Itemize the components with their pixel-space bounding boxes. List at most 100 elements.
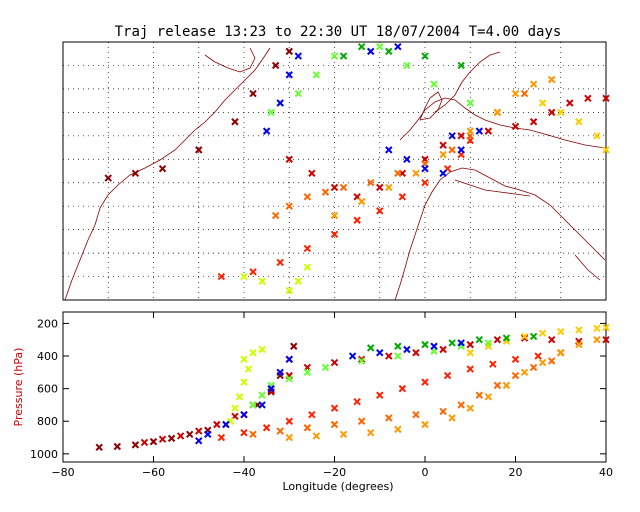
profile-point (538, 358, 547, 367)
profile-point (285, 355, 293, 363)
map-point (271, 211, 280, 220)
profile-point (466, 349, 474, 357)
profile-point (538, 329, 547, 337)
map-point (294, 89, 303, 98)
profile-point (285, 375, 293, 383)
map-point (557, 108, 565, 117)
coastline-scandinavia (434, 51, 501, 113)
map-point (303, 263, 312, 271)
map-point (602, 146, 610, 154)
map-point (357, 197, 366, 206)
map-point (547, 108, 556, 117)
y-tick-label: 200 (37, 317, 58, 330)
profile-point (466, 404, 474, 412)
profile-point (240, 355, 248, 363)
profile-point (412, 411, 420, 419)
x-tick-label: 40 (599, 466, 613, 479)
coastline-british-isles (419, 91, 443, 121)
profile-point (466, 340, 474, 349)
profile-point (240, 411, 248, 419)
map-point (312, 71, 321, 79)
map-point (285, 155, 293, 163)
map-point (466, 99, 474, 107)
map-point (520, 89, 529, 98)
map-point (421, 179, 429, 187)
map-point (357, 42, 366, 51)
profile-point (448, 339, 456, 347)
y-axis-label: Pressure (hPa) (12, 348, 25, 427)
profile-point (430, 342, 438, 350)
profile-point (439, 345, 447, 354)
profile-point (443, 371, 452, 380)
profile-point (593, 324, 601, 333)
coastline-africa (394, 167, 606, 301)
profile-point (213, 420, 221, 429)
y-tick-label: 800 (37, 415, 58, 428)
map-point (575, 118, 583, 126)
x-tick-label: −40 (232, 466, 255, 479)
map-point (398, 193, 407, 201)
profile-point (466, 365, 474, 373)
map-point (421, 52, 429, 60)
map-point (529, 118, 538, 126)
map-point (267, 108, 275, 117)
map-point (330, 52, 339, 60)
map-point (330, 211, 339, 220)
profile-point (385, 414, 393, 422)
profile-point (394, 342, 402, 350)
map-point (285, 286, 293, 295)
map-point (271, 61, 280, 70)
x-tick-label: 20 (509, 466, 523, 479)
profile-point (276, 427, 284, 435)
profile-point (520, 334, 529, 342)
profile-point (484, 393, 493, 401)
profile-point (249, 430, 257, 438)
map-point (195, 146, 203, 154)
profile-point (303, 424, 312, 432)
profile-frame (62, 311, 607, 463)
profile-point (290, 342, 298, 350)
profile-point (547, 336, 556, 344)
coastline-mediterranean (454, 179, 531, 197)
profile-point (448, 414, 456, 422)
profile-point (376, 349, 384, 357)
profile-point (547, 357, 556, 365)
profile-point (593, 336, 601, 344)
profile-point (348, 352, 357, 360)
profile-point (412, 349, 420, 357)
profile-point (330, 358, 339, 367)
profile-point (421, 378, 429, 386)
profile-point (149, 437, 158, 446)
coastline-greenland (204, 47, 256, 73)
map-point (439, 141, 447, 149)
map-point (330, 230, 339, 239)
map-point (547, 75, 556, 84)
profile-point (502, 334, 511, 342)
map-point (602, 94, 610, 102)
map-point (366, 47, 375, 56)
map-trajectories (104, 42, 610, 295)
profile-point (366, 344, 375, 352)
profile-point (475, 391, 484, 399)
map-point (285, 47, 293, 56)
map-point (403, 155, 411, 163)
map-point (217, 272, 226, 281)
profile-point (249, 349, 257, 357)
map-point (394, 169, 402, 178)
map-point (376, 207, 384, 215)
profile-point (534, 352, 542, 360)
profile-point (398, 384, 407, 393)
profile-point (131, 441, 140, 449)
map-point (448, 132, 456, 140)
profile-point (529, 332, 538, 341)
profile-point (158, 435, 167, 443)
profile-point (330, 404, 339, 412)
map-point (466, 127, 474, 135)
map-point (276, 99, 284, 107)
map-point (308, 169, 316, 178)
profile-point (575, 340, 583, 349)
map-point (439, 150, 447, 159)
profile-point (439, 407, 447, 416)
profile-point (357, 357, 366, 365)
map-point (231, 118, 239, 126)
